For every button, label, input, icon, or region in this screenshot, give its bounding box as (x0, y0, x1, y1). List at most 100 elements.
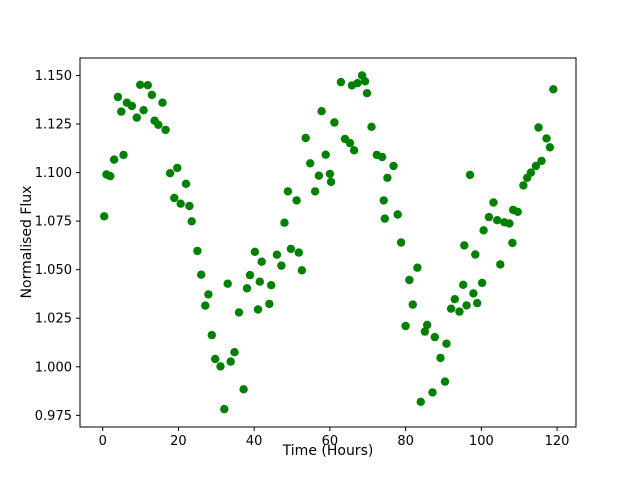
data-point (257, 257, 266, 266)
x-tick-label: 100 (469, 434, 494, 449)
data-point (267, 281, 276, 290)
data-point (534, 123, 543, 132)
data-point (277, 261, 286, 270)
data-point (460, 241, 469, 250)
data-point (242, 284, 252, 293)
data-point (109, 155, 119, 164)
data-point (211, 354, 220, 364)
data-point (132, 113, 141, 122)
data-point (446, 304, 456, 313)
data-point (423, 320, 432, 330)
data-point (505, 219, 514, 228)
x-tick-label: 80 (397, 434, 414, 449)
data-point (230, 348, 239, 357)
data-point (173, 163, 182, 173)
data-point (117, 107, 126, 116)
y-tick-label: 1.000 (35, 360, 72, 375)
data-point (255, 277, 264, 286)
y-tick-label: 1.025 (35, 312, 72, 327)
data-point (462, 301, 471, 310)
data-point (442, 339, 451, 348)
data-point (283, 187, 293, 196)
data-point (127, 101, 137, 111)
data-point (360, 77, 370, 86)
data-point (405, 275, 414, 285)
data-point (301, 133, 310, 143)
data-point (306, 159, 315, 168)
data-point (362, 89, 372, 98)
data-point (193, 246, 202, 256)
y-tick-label: 1.050 (35, 263, 72, 278)
data-point (531, 161, 541, 171)
data-point (204, 290, 213, 299)
data-point (253, 305, 263, 314)
data-point (401, 321, 410, 331)
data-point (220, 404, 229, 414)
data-point (197, 270, 206, 279)
data-point (250, 247, 260, 256)
data-point (493, 216, 502, 225)
data-point (201, 301, 210, 310)
data-point (383, 173, 392, 182)
data-point (469, 289, 478, 298)
data-point (330, 118, 339, 127)
data-point (139, 106, 148, 115)
data-point (545, 143, 555, 152)
y-tick-label: 0.975 (35, 409, 72, 424)
data-point (223, 279, 232, 288)
data-point (154, 120, 163, 129)
data-point (147, 90, 157, 100)
data-point (508, 238, 517, 248)
data-point (314, 171, 324, 180)
data-point (367, 122, 376, 131)
data-point (496, 260, 505, 269)
x-tick-label: 60 (322, 434, 339, 449)
y-tick-label: 1.100 (35, 166, 72, 181)
data-point (280, 218, 289, 227)
data-point (185, 201, 194, 211)
data-point (353, 79, 362, 88)
y-tick-label: 1.125 (35, 118, 72, 133)
plot-frame (79, 57, 577, 428)
data-point (161, 125, 170, 135)
x-tick-label: 20 (170, 434, 187, 449)
data-point (106, 171, 115, 181)
data-point (297, 266, 307, 275)
y-tick-label: 1.075 (35, 215, 72, 230)
data-point (239, 385, 248, 394)
data-point (479, 226, 488, 235)
data-point (473, 298, 482, 308)
data-point (377, 152, 387, 162)
data-point (393, 210, 402, 219)
data-point (216, 362, 225, 371)
data-point (207, 330, 216, 340)
data-point (519, 181, 528, 190)
data-point (170, 193, 179, 203)
data-point (294, 248, 303, 257)
data-point (100, 212, 109, 221)
data-point (292, 196, 301, 205)
data-point (336, 77, 346, 87)
data-point (158, 98, 167, 107)
data-point (113, 92, 123, 102)
data-point (428, 388, 437, 397)
data-point (440, 377, 450, 386)
data-point (484, 212, 494, 222)
data-point (165, 169, 175, 178)
data-point (187, 217, 196, 226)
data-point (396, 238, 406, 247)
data-point (345, 138, 355, 148)
data-point (245, 270, 255, 280)
data-point (349, 146, 359, 155)
data-point (465, 170, 475, 180)
data-point (455, 307, 464, 316)
x-tick-label: 0 (99, 434, 107, 449)
data-point (537, 156, 546, 166)
data-point (420, 327, 430, 336)
x-tick-label: 40 (246, 434, 263, 449)
data-point (489, 198, 498, 207)
data-point (389, 161, 398, 171)
data-point (450, 295, 459, 304)
